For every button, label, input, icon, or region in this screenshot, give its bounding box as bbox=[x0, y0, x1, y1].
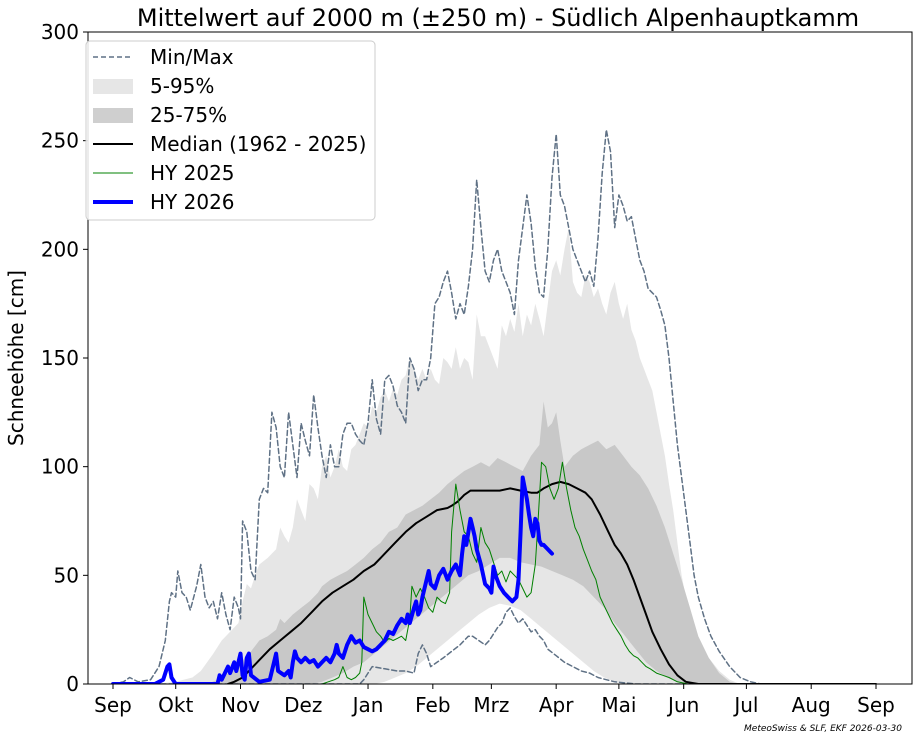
y-tick-label: 200 bbox=[41, 237, 79, 261]
legend-label-p25-75: 25-75% bbox=[150, 103, 227, 127]
x-tick-label: Sep bbox=[857, 693, 895, 717]
y-tick-label: 100 bbox=[41, 455, 79, 479]
y-tick-label: 50 bbox=[54, 563, 79, 587]
series-hy2025 bbox=[112, 461, 877, 684]
x-tick-label: Mai bbox=[601, 693, 636, 717]
x-tick-label: Sep bbox=[94, 693, 132, 717]
x-tick-label: Okt bbox=[158, 693, 193, 717]
x-tick-label: Jun bbox=[666, 693, 699, 717]
chart-title: Mittelwert auf 2000 m (±250 m) - Südlich… bbox=[137, 4, 859, 32]
x-tick-label: Feb bbox=[415, 693, 450, 717]
legend-label-p5-95: 5-95% bbox=[150, 74, 214, 98]
series-max bbox=[112, 129, 877, 684]
plot-area bbox=[111, 129, 877, 684]
legend-label-minmax: Min/Max bbox=[150, 45, 234, 69]
legend-label-median: Median (1962 - 2025) bbox=[150, 132, 366, 156]
x-axis: Sep Okt Nov Dez Jan Feb Mrz Apr Mai Jun Jul Aug Sep bbox=[94, 684, 895, 717]
y-tick-label: 250 bbox=[41, 129, 79, 153]
legend-swatch-p25-75 bbox=[93, 108, 133, 123]
legend-label-hy2026: HY 2026 bbox=[150, 190, 235, 214]
series-min bbox=[112, 607, 877, 684]
x-tick-label: Jan bbox=[351, 693, 384, 717]
x-tick-label: Nov bbox=[221, 693, 260, 717]
legend-box bbox=[85, 40, 376, 221]
x-tick-label: Mrz bbox=[473, 693, 509, 717]
x-tick-label: Dez bbox=[284, 693, 322, 717]
credit-text: MeteoSwiss & SLF, EKF 2026-03-30 bbox=[744, 724, 902, 734]
series-median bbox=[227, 480, 877, 684]
x-tick-label: Apr bbox=[539, 693, 574, 717]
y-tick-label: 300 bbox=[41, 20, 79, 44]
y-tick-label: 150 bbox=[41, 346, 79, 370]
x-tick-label: Aug bbox=[792, 693, 831, 717]
series-hy2026 bbox=[111, 475, 554, 684]
legend-label-hy2025: HY 2025 bbox=[150, 161, 235, 185]
legend-swatch-p5-95 bbox=[93, 79, 133, 94]
legend: Min/Max 5-95% 25-75% Median (1962 - 2025… bbox=[85, 40, 376, 221]
y-tick-label: 0 bbox=[66, 672, 79, 696]
y-axis-label: Schneehöhe [cm] bbox=[4, 270, 28, 446]
band-p25-75 bbox=[207, 401, 741, 684]
x-tick-label: Jul bbox=[732, 693, 758, 717]
y-axis: 0 50 100 150 200 250 300 bbox=[41, 20, 88, 696]
